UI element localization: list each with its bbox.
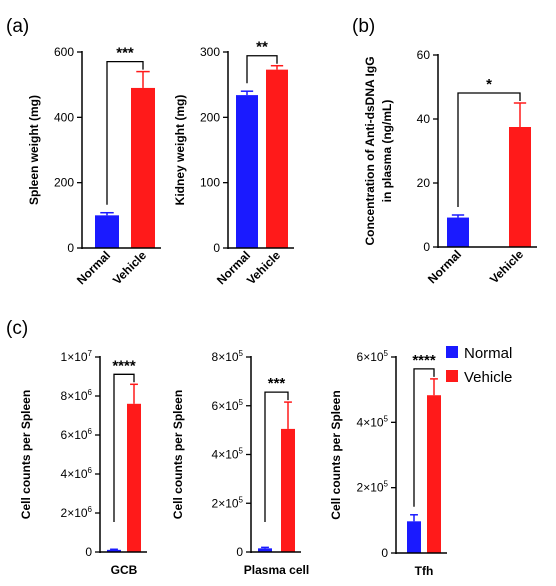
error-bar-normal — [451, 214, 465, 218]
x-category-label-vehicle: Vehicle — [110, 248, 149, 287]
x-category-label-vehicle: Vehicle — [487, 247, 526, 286]
x-category-label-normal: Normal — [74, 248, 113, 287]
y-tick-label: 0 — [381, 546, 388, 560]
significance-label: ** — [256, 39, 268, 56]
bar-vehicle — [509, 127, 531, 247]
y-tick-label: 1×107 — [61, 349, 93, 364]
legend-swatch-vehicle — [446, 370, 458, 382]
y-tick-label: 2×106 — [61, 505, 93, 520]
error-bar-vehicle — [430, 378, 438, 396]
significance-label: **** — [412, 352, 436, 369]
legend: Normal Vehicle — [446, 345, 512, 386]
y-axis-title: Concentration of Anti-dsDNA IgG in plasma… — [363, 56, 394, 245]
error-bar-vehicle — [136, 70, 150, 88]
y-tick-label: 0 — [85, 545, 92, 559]
legend-swatch-normal — [446, 346, 458, 358]
x-category-label-normal: Normal — [425, 247, 464, 286]
significance-bracket — [113, 373, 135, 522]
y-tick-label: 6×105 — [212, 398, 244, 413]
error-bar-normal — [240, 90, 254, 96]
significance-bracket — [246, 55, 278, 84]
bar-normal — [95, 215, 119, 248]
y-tick-label: 2×105 — [357, 480, 389, 495]
bar-normal — [236, 95, 258, 249]
y-axis-title: Cell counts per Spleen — [19, 390, 33, 519]
panel-label-c: (c) — [6, 318, 28, 339]
y-tick-label: 40 — [417, 112, 431, 126]
y-tick-label: 0 — [213, 241, 220, 255]
significance-label: *** — [268, 375, 286, 392]
bar-normal — [407, 521, 421, 553]
y-tick-label: 200 — [200, 110, 220, 124]
bar-vehicle — [427, 395, 441, 553]
y-axis-title: Cell counts per Spleen — [171, 390, 185, 519]
significance-label: **** — [112, 357, 136, 374]
bar-vehicle — [266, 69, 288, 248]
bar-normal — [107, 549, 121, 552]
bar-normal — [258, 548, 272, 552]
panel-label-a: (a) — [6, 16, 29, 37]
y-tick-label: 100 — [200, 176, 220, 190]
y-tick-label: 8×106 — [61, 388, 93, 403]
y-tick-label: 4×106 — [61, 466, 93, 481]
y-tick-label: 4×105 — [357, 414, 389, 429]
x-axis-label: Tfh — [415, 564, 434, 578]
error-bar-normal — [261, 546, 269, 549]
y-axis-title: Spleen weight (mg) — [27, 95, 41, 205]
y-tick-label: 60 — [417, 48, 431, 62]
error-bar-vehicle — [284, 401, 292, 429]
x-axis-label: GCB — [111, 563, 138, 577]
y-tick-label: 0 — [67, 241, 74, 255]
panel-label-b: (b) — [352, 16, 375, 37]
chart-gcb-counts: 0 2×106 4×106 6×106 8×106 1×107 GCB Cell counts… — [19, 349, 147, 577]
legend-label-normal: Normal — [464, 345, 512, 362]
y-tick-label: 2×105 — [212, 495, 244, 510]
error-bar-normal — [410, 514, 418, 522]
y-tick-label: 0 — [423, 240, 430, 254]
bar-vehicle — [131, 87, 155, 248]
significance-bracket — [264, 391, 289, 522]
y-tick-label: 300 — [200, 45, 220, 59]
y-tick-label: 4×105 — [212, 447, 244, 462]
significance-bracket — [413, 368, 435, 507]
error-bar-normal — [100, 211, 114, 216]
significance-label: *** — [116, 45, 134, 62]
y-tick-label: 400 — [54, 110, 74, 124]
significance-label: * — [486, 76, 492, 93]
error-bar-vehicle — [130, 383, 138, 404]
significance-bracket — [106, 60, 144, 205]
chart-plasma-cell-counts: 0 2×105 4×105 6×105 8×105 Plasma cell Cell cou… — [171, 349, 309, 577]
y-tick-label: 600 — [54, 45, 74, 59]
significance-bracket — [457, 92, 521, 207]
error-bar-vehicle — [270, 64, 284, 70]
y-tick-label: 6×106 — [61, 427, 93, 442]
x-axis-label: Plasma cell — [244, 563, 309, 577]
y-axis-title: Cell counts per Spleen — [329, 390, 343, 519]
y-tick-label: 200 — [54, 176, 74, 190]
legend-label-vehicle: Vehicle — [464, 369, 512, 386]
bar-vehicle — [281, 428, 295, 552]
chart-tfh-counts: 0 2×105 4×105 6×105 Tfh Cell counts per Splee… — [329, 349, 447, 578]
y-tick-label: 0 — [236, 545, 243, 559]
x-category-label-vehicle: Vehicle — [244, 248, 283, 287]
chart-anti-dsdna-igg: 0 20 40 60 Normal Vehicle Concentration of Ant… — [363, 48, 537, 286]
y-tick-label: 6×105 — [357, 349, 389, 364]
bar-vehicle — [127, 403, 141, 552]
error-bar-vehicle — [513, 102, 527, 127]
error-bar-normal — [110, 548, 118, 551]
y-axis-title: Kidney weight (mg) — [173, 95, 187, 206]
y-tick-label: 20 — [417, 176, 431, 190]
bar-normal — [447, 217, 469, 247]
y-tick-label: 8×105 — [212, 349, 244, 364]
